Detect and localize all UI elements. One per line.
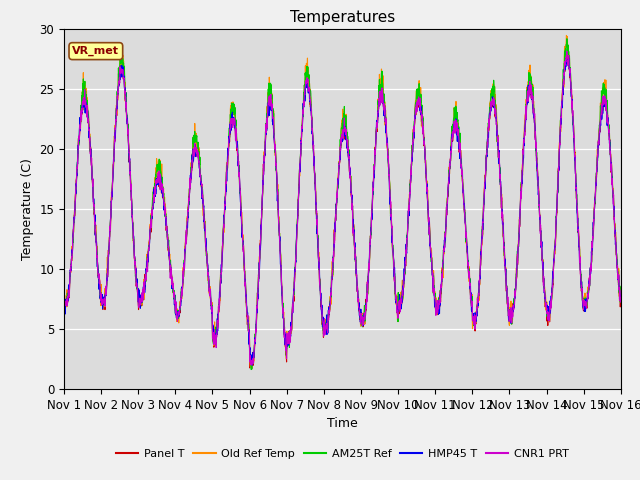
CNR1 PRT	[563, 48, 571, 54]
CNR1 PRT	[504, 307, 512, 313]
Title: Temperatures: Temperatures	[290, 10, 395, 25]
Line: AM25T Ref: AM25T Ref	[64, 39, 621, 370]
Old Ref Temp	[216, 300, 223, 306]
HMP45 T	[568, 96, 576, 102]
Line: CNR1 PRT: CNR1 PRT	[64, 51, 621, 365]
Old Ref Temp	[568, 93, 576, 99]
Panel T	[60, 289, 68, 295]
Old Ref Temp	[248, 364, 255, 370]
AM25T Ref	[617, 297, 625, 302]
AM25T Ref	[248, 367, 255, 372]
HMP45 T	[504, 312, 512, 318]
AM25T Ref	[504, 308, 512, 314]
HMP45 T	[563, 55, 570, 60]
Panel T	[371, 153, 379, 158]
CNR1 PRT	[248, 362, 255, 368]
Panel T	[617, 297, 625, 303]
HMP45 T	[617, 292, 625, 298]
Panel T	[504, 313, 512, 319]
Old Ref Temp	[359, 311, 367, 317]
AM25T Ref	[563, 36, 571, 42]
HMP45 T	[584, 296, 591, 301]
HMP45 T	[248, 362, 256, 368]
HMP45 T	[371, 156, 379, 162]
Line: Panel T: Panel T	[64, 51, 621, 369]
HMP45 T	[60, 299, 68, 305]
Old Ref Temp	[584, 292, 591, 298]
CNR1 PRT	[60, 291, 68, 297]
Text: VR_met: VR_met	[72, 46, 119, 56]
Line: Old Ref Temp: Old Ref Temp	[64, 36, 621, 367]
Line: HMP45 T: HMP45 T	[64, 58, 621, 365]
Old Ref Temp	[563, 33, 570, 38]
Panel T	[584, 292, 591, 298]
Legend: Panel T, Old Ref Temp, AM25T Ref, HMP45 T, CNR1 PRT: Panel T, Old Ref Temp, AM25T Ref, HMP45 …	[112, 445, 573, 464]
Old Ref Temp	[60, 293, 68, 299]
AM25T Ref	[371, 156, 379, 162]
Panel T	[563, 48, 571, 54]
AM25T Ref	[216, 300, 223, 305]
AM25T Ref	[584, 293, 591, 299]
Panel T	[216, 303, 223, 309]
Panel T	[568, 101, 576, 107]
Old Ref Temp	[504, 307, 512, 312]
Old Ref Temp	[371, 154, 379, 160]
CNR1 PRT	[371, 153, 379, 158]
AM25T Ref	[60, 288, 68, 293]
Panel T	[248, 366, 255, 372]
Old Ref Temp	[617, 296, 625, 302]
CNR1 PRT	[216, 296, 223, 301]
Panel T	[359, 313, 367, 319]
AM25T Ref	[359, 312, 367, 318]
CNR1 PRT	[568, 98, 576, 104]
CNR1 PRT	[584, 292, 591, 298]
Y-axis label: Temperature (C): Temperature (C)	[21, 158, 34, 260]
CNR1 PRT	[359, 314, 367, 320]
X-axis label: Time: Time	[327, 417, 358, 430]
HMP45 T	[216, 295, 223, 301]
CNR1 PRT	[617, 295, 625, 300]
AM25T Ref	[568, 99, 576, 105]
HMP45 T	[359, 323, 367, 329]
